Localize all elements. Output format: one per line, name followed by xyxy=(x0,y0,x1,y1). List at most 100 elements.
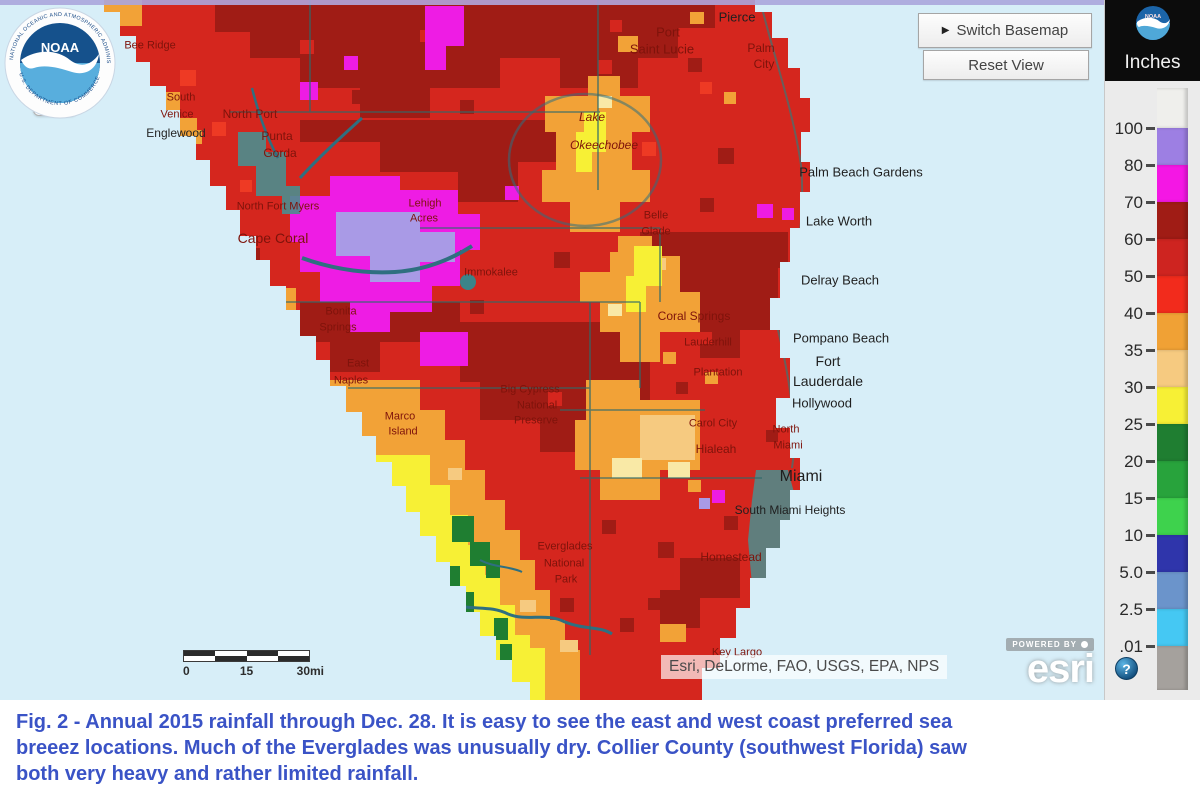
legend-color-segment xyxy=(1157,535,1188,572)
legend-color-segment xyxy=(1157,387,1188,424)
legend-color-segment xyxy=(1157,128,1188,165)
map-label: Bee Ridge xyxy=(124,39,176,52)
map-label: Marco xyxy=(384,410,416,423)
reset-view-button[interactable]: Reset View xyxy=(923,50,1089,80)
legend-tick-label: 60 xyxy=(1124,230,1143,249)
map-label: Fort xyxy=(815,353,841,369)
legend-tick-label: 10 xyxy=(1124,526,1143,545)
map-label: Punta xyxy=(261,129,293,143)
map-label: Okeechobee xyxy=(569,138,639,152)
map-label: South Miami Heights xyxy=(734,503,846,517)
legend-color-segment xyxy=(1157,276,1188,313)
legend-color-segment xyxy=(1157,350,1188,387)
legend-tick xyxy=(1146,164,1155,167)
reset-view-label: Reset View xyxy=(968,56,1044,74)
legend-tick xyxy=(1146,275,1155,278)
map-label: Naples xyxy=(333,374,369,387)
legend-tick-label: 5.0 xyxy=(1119,563,1143,582)
map-label: National xyxy=(516,399,558,412)
map-label: Glade xyxy=(641,225,671,238)
map-viewport: Pierce Port Saint Lucie Palm City Bee Ridge So… xyxy=(0,0,1200,700)
legend-tick-label: 80 xyxy=(1124,156,1143,175)
legend-color-segment xyxy=(1157,461,1188,498)
map-label: Venice xyxy=(160,108,194,121)
map-label: Immokalee xyxy=(464,266,518,279)
scale-mid-label: 15 xyxy=(239,664,254,678)
map-label: Lake Worth xyxy=(805,213,873,229)
map-label: Miami xyxy=(779,468,823,485)
powered-by-badge: POWERED BY xyxy=(1006,638,1094,651)
map-label: Hialeah xyxy=(695,442,737,456)
map-label: Port xyxy=(656,24,680,40)
esri-logo: POWERED BY esri xyxy=(1006,634,1095,689)
legend-ramp: 100 80 70 60 50 40 35 30 25 20 15 10 5.0 2.5 .01 xyxy=(1105,0,1200,700)
map-label: Palm Beach Gardens xyxy=(799,164,923,180)
legend-tick-label: 2.5 xyxy=(1119,600,1143,619)
map-attribution: Esri, DeLorme, FAO, USGS, EPA, NPS xyxy=(661,655,948,679)
map-label: Park xyxy=(554,573,578,586)
noaa-acronym: NOAA xyxy=(41,40,80,55)
map-label: Lauderhill xyxy=(684,336,732,349)
legend-tick xyxy=(1146,238,1155,241)
map-label: North Fort Myers xyxy=(236,200,320,213)
map-label: Pompano Beach xyxy=(792,330,890,346)
map-label: Bonita xyxy=(325,305,357,318)
map-canvas[interactable]: Pierce Port Saint Lucie Palm City Bee Ridge So… xyxy=(0,0,1104,700)
legend-tick-label: 70 xyxy=(1124,193,1143,212)
map-label: North xyxy=(772,423,800,436)
map-label: Pierce xyxy=(718,9,756,25)
map-label: Hollywood xyxy=(792,395,852,411)
legend-tick xyxy=(1146,608,1155,611)
legend-color-segment xyxy=(1157,239,1188,276)
map-label: Gorda xyxy=(263,146,297,160)
legend-tick xyxy=(1146,460,1155,463)
map-label: Lauderdale xyxy=(792,373,864,389)
map-label: Palm xyxy=(747,41,775,55)
globe-dot-icon xyxy=(1081,641,1088,649)
legend-title: Inches xyxy=(1124,52,1181,73)
map-label: Lake xyxy=(578,110,606,124)
legend-tick xyxy=(1146,386,1155,389)
legend-tick-label: 30 xyxy=(1124,378,1143,397)
legend-tick xyxy=(1146,534,1155,537)
map-label: North Port xyxy=(222,107,278,121)
legend-tick-label: 15 xyxy=(1124,489,1143,508)
map-label: Preserve xyxy=(513,414,559,427)
legend-tick-label: 20 xyxy=(1124,452,1143,471)
map-label: Belle xyxy=(643,209,669,222)
map-label: Delray Beach xyxy=(800,272,880,288)
scale-start-label: 0 xyxy=(183,664,190,678)
legend-tick-label: 50 xyxy=(1124,267,1143,286)
map-label: Acres xyxy=(409,212,439,225)
legend-color-segment xyxy=(1157,202,1188,239)
svg-text:NOAA: NOAA xyxy=(1144,14,1160,20)
legend-color-segment xyxy=(1157,498,1188,535)
legend-tick-label: 40 xyxy=(1124,304,1143,323)
legend-color-segment xyxy=(1157,88,1188,128)
switch-basemap-label: Switch Basemap xyxy=(956,22,1069,39)
map-label: Everglades xyxy=(537,540,593,553)
legend-color-segment xyxy=(1157,572,1188,609)
legend-tick xyxy=(1146,423,1155,426)
legend-tick xyxy=(1146,497,1155,500)
legend-color-segment xyxy=(1157,165,1188,202)
map-label: Plantation xyxy=(693,366,743,379)
switch-basemap-button[interactable]: ▶ Switch Basemap xyxy=(918,13,1092,48)
legend-panel: NOAA Inches 100 80 70 60 50 40 35 30 25 20 15 10 5.0… xyxy=(1104,0,1200,700)
help-button[interactable]: ? xyxy=(1115,657,1138,680)
legend-tick xyxy=(1146,127,1155,130)
map-label: Carol City xyxy=(688,417,738,430)
map-label: National xyxy=(543,557,585,570)
map-label: East xyxy=(346,357,370,370)
legend-tick xyxy=(1146,645,1155,648)
legend-tick xyxy=(1146,349,1155,352)
map-label: Island xyxy=(388,425,418,438)
legend-color-segment xyxy=(1157,313,1188,350)
rainfall-map-graphic xyxy=(0,0,1104,700)
legend-tick-label: .01 xyxy=(1119,637,1143,656)
legend-tick-label: 35 xyxy=(1124,341,1143,360)
figure-caption: Fig. 2 - Annual 2015 rainfall through De… xyxy=(0,700,1200,793)
map-label: Saint Lucie xyxy=(629,41,695,57)
legend-tick xyxy=(1146,312,1155,315)
